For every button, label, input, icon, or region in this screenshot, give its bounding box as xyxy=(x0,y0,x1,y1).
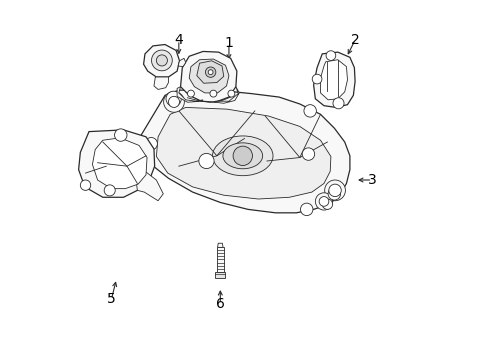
Circle shape xyxy=(327,188,340,200)
Circle shape xyxy=(208,70,213,75)
Circle shape xyxy=(328,184,341,197)
Polygon shape xyxy=(189,59,228,93)
Circle shape xyxy=(227,90,234,97)
Ellipse shape xyxy=(212,136,272,176)
Circle shape xyxy=(304,105,316,117)
Polygon shape xyxy=(216,247,224,271)
Text: 2: 2 xyxy=(350,33,359,47)
Circle shape xyxy=(233,146,252,166)
Ellipse shape xyxy=(223,143,262,169)
Text: 3: 3 xyxy=(367,173,376,187)
Circle shape xyxy=(332,98,344,109)
Polygon shape xyxy=(134,163,163,201)
Text: 5: 5 xyxy=(107,292,116,306)
Circle shape xyxy=(104,185,115,196)
Circle shape xyxy=(80,180,90,190)
Polygon shape xyxy=(196,61,224,83)
Polygon shape xyxy=(92,138,147,189)
Circle shape xyxy=(163,91,184,112)
Circle shape xyxy=(312,74,321,84)
Circle shape xyxy=(300,203,312,216)
Polygon shape xyxy=(154,77,168,89)
Circle shape xyxy=(114,129,127,141)
Polygon shape xyxy=(139,90,349,213)
Circle shape xyxy=(315,193,332,210)
Circle shape xyxy=(151,50,172,71)
Polygon shape xyxy=(156,107,330,199)
Circle shape xyxy=(156,55,167,66)
Polygon shape xyxy=(180,51,236,102)
Polygon shape xyxy=(217,243,223,247)
Polygon shape xyxy=(178,58,185,67)
Circle shape xyxy=(322,199,332,210)
Polygon shape xyxy=(320,60,347,100)
Circle shape xyxy=(205,67,215,77)
Circle shape xyxy=(168,96,179,107)
Polygon shape xyxy=(143,45,179,77)
Text: 1: 1 xyxy=(224,36,233,50)
Text: 4: 4 xyxy=(174,33,183,47)
Circle shape xyxy=(166,91,181,107)
Circle shape xyxy=(187,90,194,97)
Circle shape xyxy=(319,197,328,206)
Circle shape xyxy=(324,180,345,201)
Polygon shape xyxy=(79,130,154,197)
Polygon shape xyxy=(215,87,239,103)
Polygon shape xyxy=(215,271,225,278)
Text: 6: 6 xyxy=(215,297,224,311)
Circle shape xyxy=(199,153,214,168)
Circle shape xyxy=(144,138,157,150)
Circle shape xyxy=(325,51,335,60)
Circle shape xyxy=(302,148,314,160)
Polygon shape xyxy=(177,87,203,102)
Circle shape xyxy=(209,90,216,97)
Polygon shape xyxy=(313,52,354,107)
